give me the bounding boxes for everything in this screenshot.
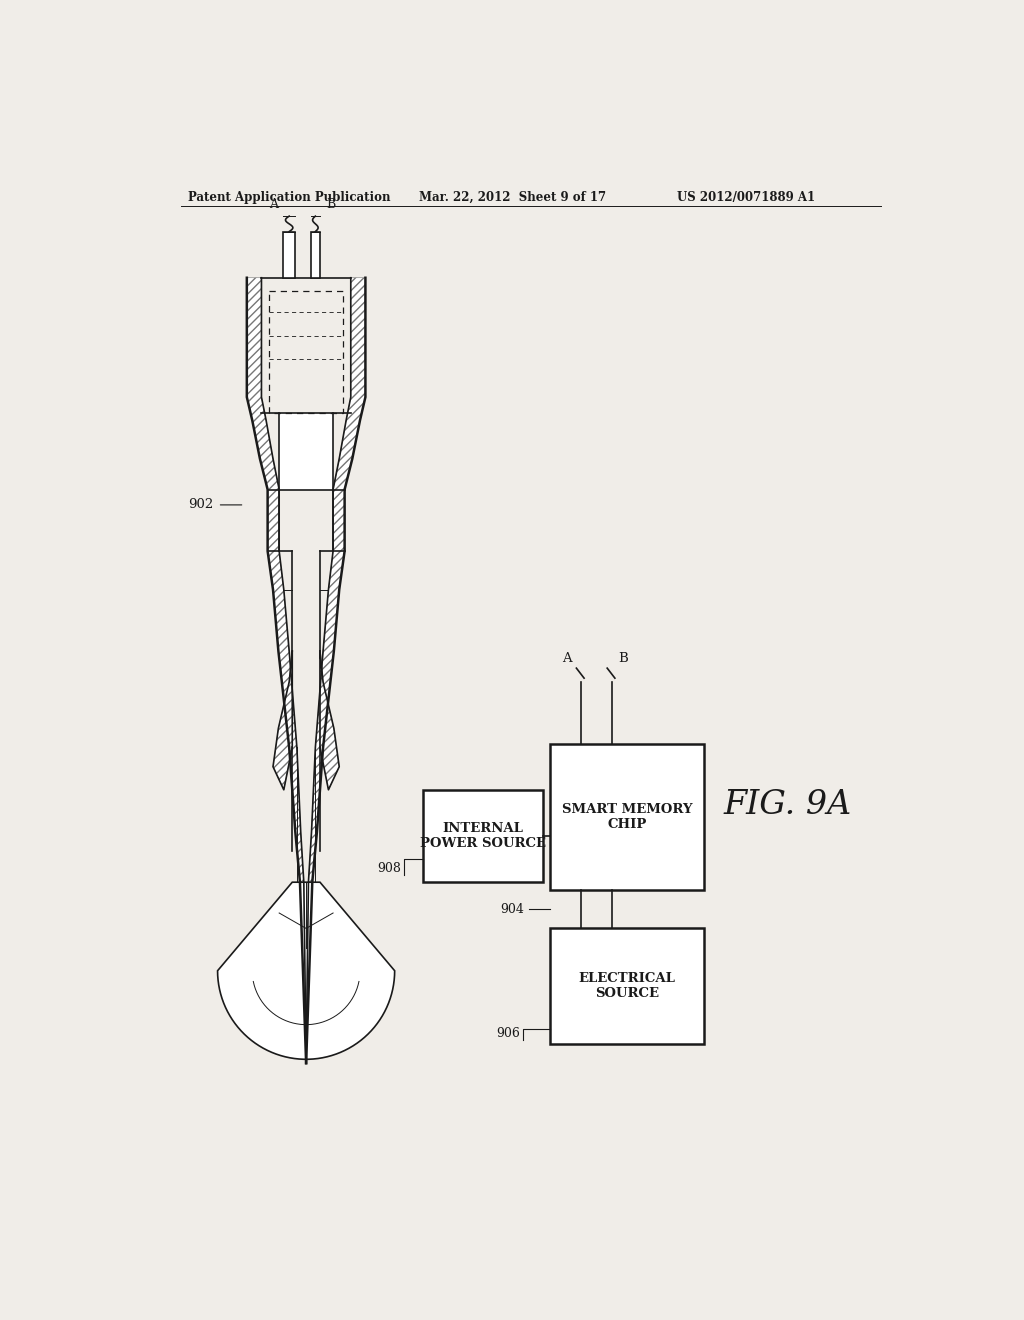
Bar bbox=[550, 928, 705, 1044]
Bar bbox=[310, 231, 319, 277]
Text: US 2012/0071889 A1: US 2012/0071889 A1 bbox=[677, 191, 815, 203]
Polygon shape bbox=[280, 412, 333, 490]
Text: 906: 906 bbox=[497, 1027, 520, 1040]
Bar bbox=[550, 743, 705, 890]
Text: FIG. 9A: FIG. 9A bbox=[724, 789, 852, 821]
Polygon shape bbox=[273, 651, 292, 789]
Text: B: B bbox=[326, 198, 336, 211]
Text: 902: 902 bbox=[188, 499, 214, 511]
Text: SMART MEMORY
CHIP: SMART MEMORY CHIP bbox=[562, 803, 692, 830]
Text: ELECTRICAL
SOURCE: ELECTRICAL SOURCE bbox=[579, 972, 676, 1001]
Text: A: A bbox=[562, 652, 571, 665]
Bar bbox=[283, 231, 295, 277]
Text: 904: 904 bbox=[500, 903, 524, 916]
Polygon shape bbox=[306, 277, 366, 1063]
Text: 908: 908 bbox=[377, 862, 400, 875]
Polygon shape bbox=[319, 651, 339, 789]
Bar bbox=[423, 789, 543, 882]
Text: INTERNAL
POWER SOURCE: INTERNAL POWER SOURCE bbox=[420, 822, 546, 850]
Text: Mar. 22, 2012  Sheet 9 of 17: Mar. 22, 2012 Sheet 9 of 17 bbox=[419, 191, 606, 203]
Polygon shape bbox=[217, 882, 394, 1059]
Text: A: A bbox=[269, 198, 279, 211]
Polygon shape bbox=[247, 277, 306, 1063]
Text: Patent Application Publication: Patent Application Publication bbox=[188, 191, 391, 203]
Text: B: B bbox=[617, 652, 628, 665]
